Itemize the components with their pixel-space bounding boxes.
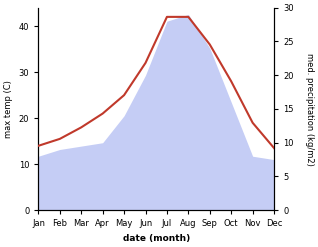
Y-axis label: med. precipitation (kg/m2): med. precipitation (kg/m2) — [305, 53, 314, 165]
Y-axis label: max temp (C): max temp (C) — [4, 80, 13, 138]
X-axis label: date (month): date (month) — [123, 234, 190, 243]
